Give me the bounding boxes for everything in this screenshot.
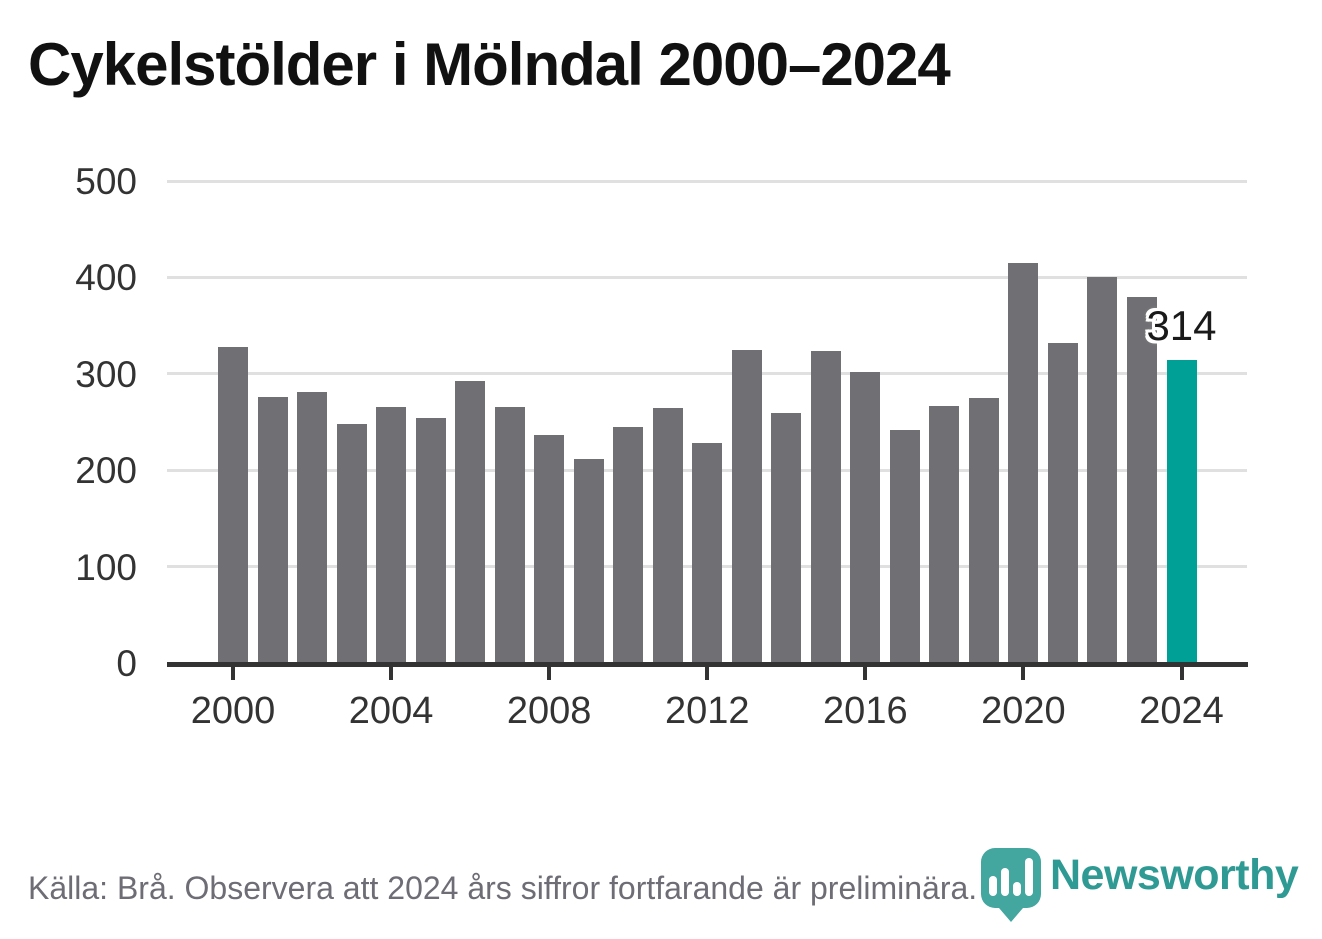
x-axis-tick-2024 — [1179, 667, 1184, 680]
x-axis-tick-2004 — [389, 667, 394, 680]
source-note: Källa: Brå. Observera att 2024 års siffr… — [28, 870, 978, 906]
bar-2001 — [257, 396, 288, 663]
bar-2010 — [613, 426, 644, 663]
bar-2013 — [731, 349, 762, 663]
bar-2008 — [534, 435, 565, 663]
bar-2007 — [494, 406, 525, 663]
bar-2004 — [376, 406, 407, 663]
gridline-y-500 — [167, 179, 1247, 183]
bar-2019 — [968, 397, 999, 663]
x-axis-tick-2000 — [231, 667, 235, 680]
bar-2003 — [336, 423, 367, 663]
x-axis-tick-label: 2020 — [981, 690, 1066, 732]
x-axis-tick-label: 2000 — [190, 690, 276, 732]
newsworthy-speech-bubble-bar-chart-icon — [981, 848, 1041, 922]
x-axis-tick-label: 2024 — [1139, 690, 1224, 732]
bar-2016 — [850, 371, 881, 663]
y-axis-tick-label: 500 — [75, 161, 137, 202]
x-axis-tick-2020 — [1021, 667, 1026, 680]
bar-2012 — [692, 443, 723, 663]
bar-2023 — [1126, 296, 1157, 663]
highlight-value-label: 314 — [1146, 302, 1217, 350]
y-axis-tick-label: 400 — [75, 257, 137, 299]
x-axis-tick-label: 2016 — [823, 690, 908, 732]
x-axis-tick-label: 2008 — [506, 690, 592, 732]
bar-2014 — [771, 413, 802, 663]
x-axis-tick-label: 2012 — [664, 690, 750, 732]
x-axis-line — [167, 662, 1248, 667]
bar-2006 — [455, 380, 486, 663]
bar-2017 — [889, 429, 920, 663]
y-axis-tick-label: 300 — [75, 353, 137, 395]
bar-2021 — [1047, 342, 1078, 663]
x-axis-tick-2012 — [705, 667, 710, 680]
bar-2020 — [1008, 262, 1039, 663]
brand-wordmark: Newsworthy — [1050, 851, 1299, 899]
x-axis-tick-2016 — [863, 667, 868, 680]
x-axis-tick-2008 — [547, 667, 552, 680]
bar-2022 — [1087, 277, 1118, 663]
gridline-y-300 — [167, 372, 1247, 376]
bar-2024 — [1166, 360, 1197, 663]
x-axis-tick-label: 2004 — [348, 690, 434, 732]
bar-2011 — [652, 407, 683, 663]
bar-2005 — [415, 418, 446, 663]
y-axis-tick-label: 0 — [116, 643, 137, 684]
bar-2018 — [929, 405, 960, 663]
bar-2009 — [573, 458, 604, 663]
bar-2002 — [297, 392, 328, 663]
bar-2015 — [810, 350, 841, 663]
gridline-y-400 — [167, 275, 1247, 279]
chart-title: Cykelstölder i Mölndal 2000–2024 — [28, 31, 951, 98]
y-axis-tick-label: 100 — [75, 546, 137, 588]
y-axis-tick-label: 200 — [75, 450, 137, 492]
bar-2000 — [218, 346, 248, 663]
